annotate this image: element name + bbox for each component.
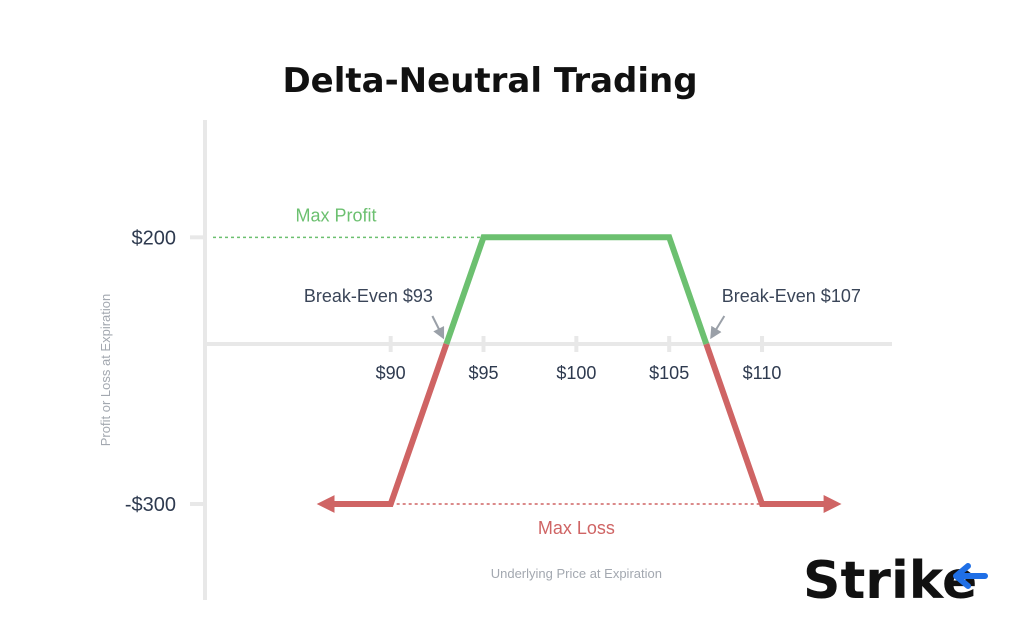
logo-arrow-icon	[953, 563, 988, 589]
breakeven-right-pointer	[710, 315, 726, 340]
guide-lines	[213, 236, 763, 505]
breakeven-right-label: Break-Even $107	[722, 286, 861, 306]
loss-segment	[703, 343, 842, 513]
payoff-series	[316, 234, 842, 513]
chart-title: Delta-Neutral Trading	[282, 61, 697, 101]
y-tick-label: -$300	[125, 494, 176, 516]
x-axis-title: Underlying Price at Expiration	[491, 566, 662, 581]
breakeven-left-pointer	[431, 315, 445, 340]
tick-labels: $90 $95 $100 $105 $110 $200 -$300	[125, 227, 782, 516]
loss-segment	[316, 343, 450, 513]
strike-logo: Strike	[803, 551, 988, 611]
x-tick-label: $90	[376, 363, 406, 383]
x-tick-label: $110	[743, 363, 782, 383]
y-tick-label: $200	[132, 227, 177, 249]
max-profit-label: Max Profit	[295, 205, 376, 225]
profit-segment	[443, 234, 710, 345]
breakeven-left-label: Break-Even $93	[304, 286, 433, 306]
strike-logo-text: Strike	[803, 551, 977, 611]
x-tick-label: $100	[556, 363, 596, 383]
x-tick-label: $95	[468, 363, 498, 383]
x-tick-label: $105	[649, 363, 689, 383]
y-axis-title: Profit or Loss at Expiration	[98, 294, 113, 446]
max-loss-label: Max Loss	[538, 518, 615, 538]
axes	[190, 120, 892, 600]
